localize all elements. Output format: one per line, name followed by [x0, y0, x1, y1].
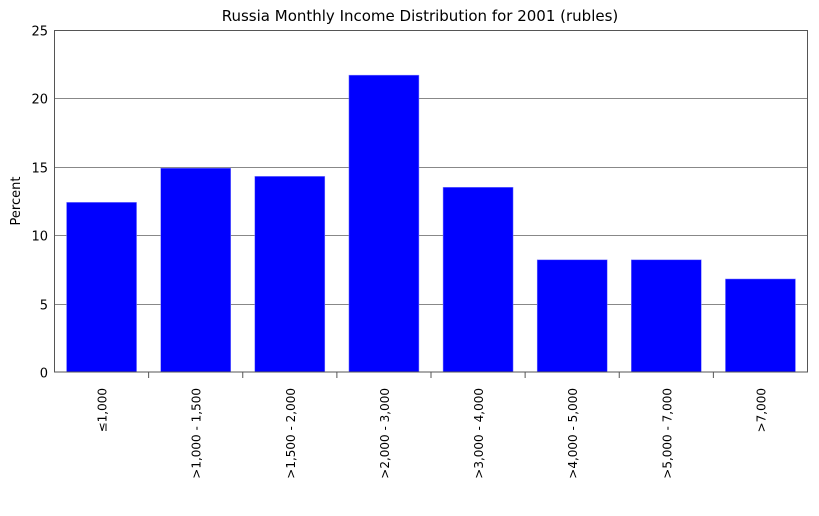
x-tick-label: >4,000 - 5,000 — [566, 388, 580, 479]
y-tick-label: 25 — [31, 25, 48, 40]
bar — [536, 259, 608, 373]
x-tick-label: >7,000 — [754, 388, 768, 432]
y-tick-label: 10 — [31, 230, 48, 245]
y-tick-label: 5 — [40, 299, 48, 314]
y-tick-label: 20 — [31, 93, 48, 108]
bar — [725, 278, 796, 373]
bar — [631, 259, 702, 373]
x-tick-label: >1,500 - 2,000 — [284, 388, 298, 479]
x-tick-label: >5,000 - 7,000 — [660, 388, 674, 479]
bar — [66, 202, 137, 373]
bar — [348, 74, 420, 373]
bar — [254, 176, 326, 373]
y-axis-label: Percent — [9, 177, 24, 226]
x-tick-label: ≤1,000 — [96, 388, 110, 432]
chart-title: Russia Monthly Income Distribution for 2… — [222, 7, 619, 25]
x-tick-label: >1,000 - 1,500 — [190, 388, 204, 479]
x-tick-label: >2,000 - 3,000 — [378, 388, 392, 479]
bar — [160, 167, 231, 373]
y-tick-label: 0 — [40, 367, 48, 382]
y-tick-label: 15 — [31, 162, 48, 177]
x-tick-label: >3,000 - 4,000 — [472, 388, 486, 479]
bar — [442, 187, 514, 373]
